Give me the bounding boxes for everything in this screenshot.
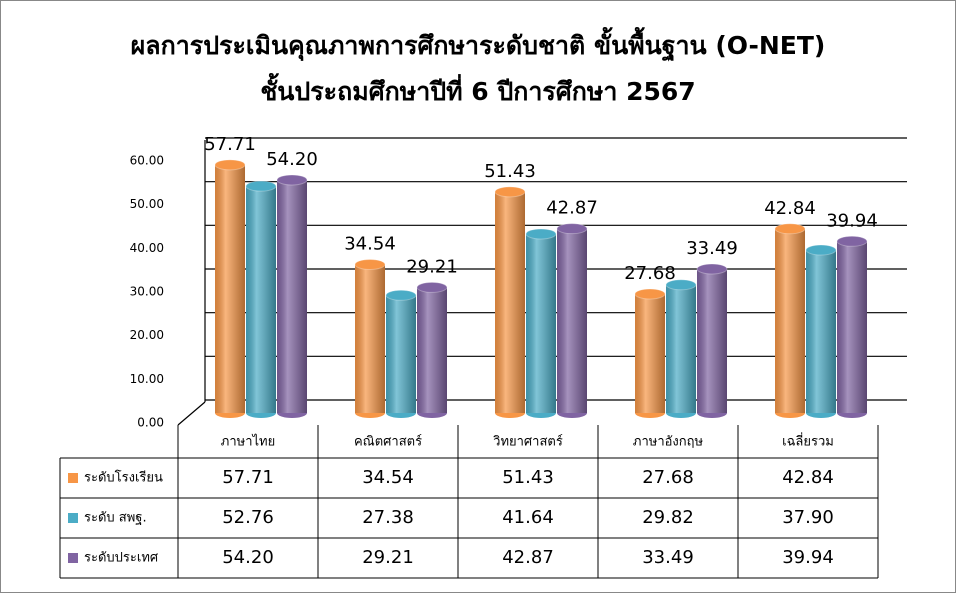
- bar-shade: [215, 164, 245, 413]
- data-label: 33.49: [686, 238, 738, 259]
- y-tick-label: 20.00: [130, 328, 164, 342]
- legend-label: ระดับโรงเรียน: [84, 470, 163, 486]
- data-label: 39.94: [826, 210, 878, 231]
- bar-shade: [277, 179, 307, 413]
- bar-cap: [665, 279, 697, 291]
- y-tick-label: 10.00: [130, 372, 164, 386]
- y-tick-label: 60.00: [130, 154, 164, 168]
- bar-cap: [556, 223, 588, 235]
- table-cell: 34.54: [362, 467, 414, 488]
- table-cell: 27.38: [362, 507, 414, 528]
- bar-cap: [354, 258, 386, 270]
- legend-swatch: [68, 513, 78, 523]
- table-cell: 29.82: [642, 507, 694, 528]
- data-label: 42.87: [546, 198, 598, 219]
- data-label: 42.84: [764, 198, 816, 219]
- data-label: 57.71: [204, 134, 256, 155]
- table-cell: 29.21: [362, 547, 414, 568]
- bar-shade: [246, 186, 276, 413]
- bar-shade: [775, 228, 805, 413]
- table-cell: 51.43: [502, 467, 554, 488]
- bar-cap: [494, 186, 526, 198]
- table-cell: 27.68: [642, 467, 694, 488]
- bar-cap: [696, 263, 728, 275]
- data-label: 27.68: [624, 263, 676, 284]
- bar-cap: [385, 289, 417, 301]
- chart-title: ชั้นประถมศึกษาปีที่ 6 ปีการศึกษา 2567: [260, 72, 695, 106]
- bar-shade: [417, 287, 447, 413]
- table-cell: 42.87: [502, 547, 554, 568]
- y-tick-label: 50.00: [130, 197, 164, 211]
- table-cell: 57.71: [222, 467, 274, 488]
- y-tick-label: 0.00: [137, 416, 164, 430]
- table-cell: 37.90: [782, 507, 834, 528]
- chart-title: ผลการประเมินคุณภาพการศึกษาระดับชาติ ขั้น…: [131, 26, 826, 62]
- table-cell: 54.20: [222, 547, 274, 568]
- bar-shade: [697, 268, 727, 413]
- bar-cap: [774, 223, 806, 235]
- legend-swatch: [68, 473, 78, 483]
- table-cell: 42.84: [782, 467, 834, 488]
- legend-label: ระดับประเทศ: [84, 551, 159, 566]
- x-tick-label: ภาษาไทย: [221, 434, 275, 450]
- x-tick-label: เฉลี่ยรวม: [782, 433, 834, 450]
- bar-shade: [837, 241, 867, 413]
- table-cell: 39.94: [782, 547, 834, 568]
- x-tick-label: วิทยาศาสตร์: [492, 434, 562, 450]
- bar-cap: [634, 288, 666, 300]
- bar-shade: [386, 295, 416, 413]
- bar-shade: [557, 228, 587, 413]
- bar-shade: [495, 191, 525, 413]
- y-tick-label: 40.00: [130, 241, 164, 255]
- bar-cap: [416, 281, 448, 293]
- bar-shade: [806, 250, 836, 413]
- bar-shade: [526, 233, 556, 413]
- data-label: 54.20: [266, 149, 318, 170]
- x-tick-label: คณิตศาสตร์: [354, 434, 422, 450]
- x-tick-label: ภาษาอังกฤษ: [633, 435, 704, 450]
- legend-swatch: [68, 553, 78, 563]
- data-label: 34.54: [344, 233, 396, 254]
- bar-cap: [276, 174, 308, 186]
- bar-cap: [525, 228, 557, 240]
- data-label: 29.21: [406, 256, 458, 277]
- table-cell: 33.49: [642, 547, 694, 568]
- bar-cap: [836, 235, 868, 247]
- y-tick-label: 30.00: [130, 285, 164, 299]
- floor-edge: [177, 401, 206, 426]
- bar-cap: [805, 244, 837, 256]
- bar-cap: [214, 159, 246, 171]
- legend-label: ระดับ สพฐ.: [84, 511, 147, 526]
- bar-shade: [355, 264, 385, 413]
- bar-shade: [635, 293, 665, 413]
- data-label: 51.43: [484, 161, 536, 182]
- bar-cap: [245, 180, 277, 192]
- bar-shade: [666, 284, 696, 413]
- table-cell: 41.64: [502, 507, 554, 528]
- table-cell: 52.76: [222, 507, 274, 528]
